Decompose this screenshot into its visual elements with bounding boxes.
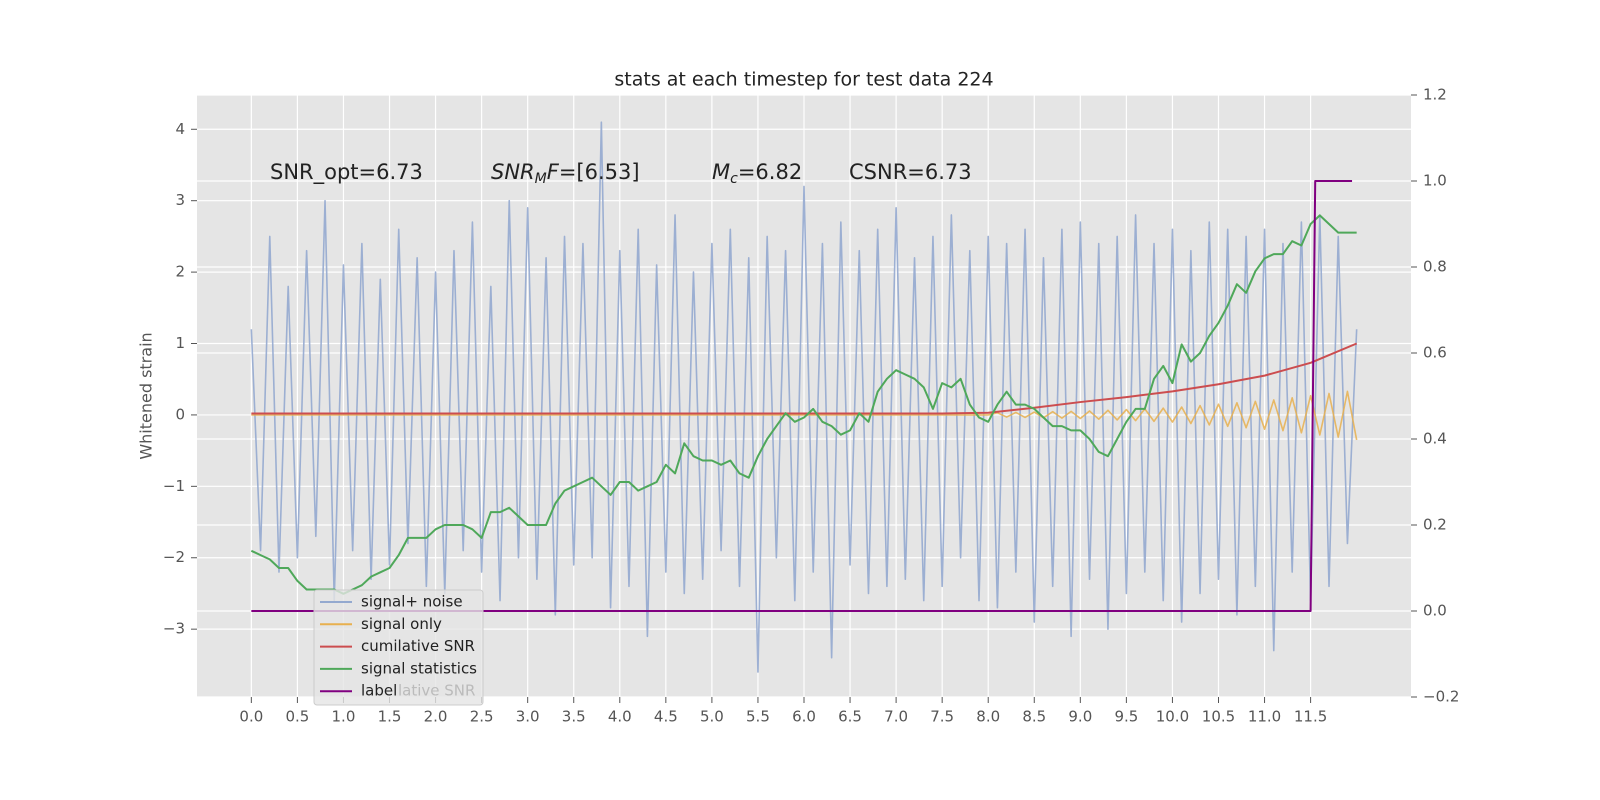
x-tick-label: 8.0 — [976, 708, 1000, 726]
annotation-part: =[6.53] — [559, 160, 640, 184]
legend-label: signal only — [361, 615, 442, 633]
annotation-part: F — [547, 160, 560, 184]
annotation-part: M — [712, 160, 730, 184]
x-tick-label: 4.5 — [654, 708, 678, 726]
y2-tick-label: −0.2 — [1423, 688, 1459, 706]
x-tick-label: 3.0 — [516, 708, 540, 726]
legend-label: signal statistics — [361, 659, 477, 677]
y2-tick-label: 0.8 — [1423, 258, 1447, 276]
x-tick-label: 2.0 — [424, 708, 448, 726]
legend-label: signal+ noise — [361, 593, 463, 611]
y2-tick-label: 0.2 — [1423, 516, 1447, 534]
series-line — [250, 121, 1358, 673]
y-tick-label: −3 — [163, 620, 185, 638]
x-tick-label: 5.0 — [700, 708, 724, 726]
y-tick-label: −2 — [163, 548, 185, 566]
axes: 0.0 0.5 1.0 1.5 2.0 2.5 3.0 3.5 4.0 4.5 5.0 5.5 6.0 6… — [163, 86, 1460, 726]
y2-tick-label: 1.0 — [1423, 172, 1447, 190]
x-tick-label: 7.5 — [930, 708, 954, 726]
annotation: CSNR=6.73 — [849, 160, 972, 184]
annotation: SNR_opt=6.73 — [270, 160, 423, 185]
grid — [197, 94, 1411, 698]
x-tick-label: 2.5 — [470, 708, 494, 726]
legend-box — [313, 589, 484, 706]
marks — [250, 121, 1358, 673]
annotation-part: SNR_opt=6.73 — [270, 160, 423, 185]
series-line — [251, 390, 1358, 441]
x-tick-label: 1.5 — [378, 708, 402, 726]
y-tick-label: −1 — [163, 477, 185, 495]
x-tick-label: 10.5 — [1202, 708, 1235, 726]
x-tick-label: 7.0 — [884, 708, 908, 726]
annotation-part: SNR — [491, 160, 535, 184]
x-tick-label: 6.5 — [838, 708, 862, 726]
series-line — [251, 180, 1353, 612]
series-line — [250, 214, 1357, 595]
y2-tick-label: 0.6 — [1423, 344, 1447, 362]
annotation-part: M — [535, 171, 547, 187]
x-tick-label: 9.0 — [1068, 708, 1092, 726]
legend-ghost-text: lative SNR — [398, 682, 475, 700]
y2-tick-label: 0.4 — [1423, 430, 1447, 448]
y-tick-label: 1 — [175, 334, 185, 352]
annotation-part: =6.82 — [738, 160, 802, 184]
x-tick-label: 11.0 — [1248, 708, 1281, 726]
y-tick-label: 2 — [175, 263, 185, 281]
annotation-part: c — [730, 171, 738, 187]
annotation: SNRMF=[6.53] — [491, 160, 640, 187]
x-tick-label: 9.5 — [1114, 708, 1138, 726]
y-tick-label: 0 — [175, 405, 185, 423]
annotation-part: CSNR=6.73 — [849, 160, 972, 184]
legend-label: cumilative SNR — [361, 637, 475, 655]
x-tick-label: 5.5 — [746, 708, 770, 726]
x-tick-label: 1.0 — [332, 708, 356, 726]
y-axis-label: Whitened strain — [137, 332, 156, 459]
x-tick-label: 4.0 — [608, 708, 632, 726]
x-tick-label: 11.5 — [1294, 708, 1327, 726]
y2-tick-label: 0.0 — [1423, 602, 1447, 620]
series-line — [251, 342, 1358, 415]
x-tick-label: 6.0 — [792, 708, 816, 726]
x-tick-label: 10.0 — [1156, 708, 1189, 726]
x-tick-label: 0.0 — [239, 708, 263, 726]
y-tick-label: 3 — [175, 191, 185, 209]
y-tick-label: 4 — [175, 120, 185, 138]
chart-title: stats at each timestep for test data 224 — [614, 69, 993, 91]
x-tick-label: 3.5 — [562, 708, 586, 726]
legend: lative SNR signal+ noise signal only cumila… — [313, 589, 484, 706]
x-tick-label: 0.5 — [285, 708, 309, 726]
x-tick-label: 8.5 — [1022, 708, 1046, 726]
y2-tick-label: 1.2 — [1423, 86, 1447, 104]
legend-label: label — [361, 682, 397, 700]
annotation: Mc=6.82 — [712, 160, 802, 187]
